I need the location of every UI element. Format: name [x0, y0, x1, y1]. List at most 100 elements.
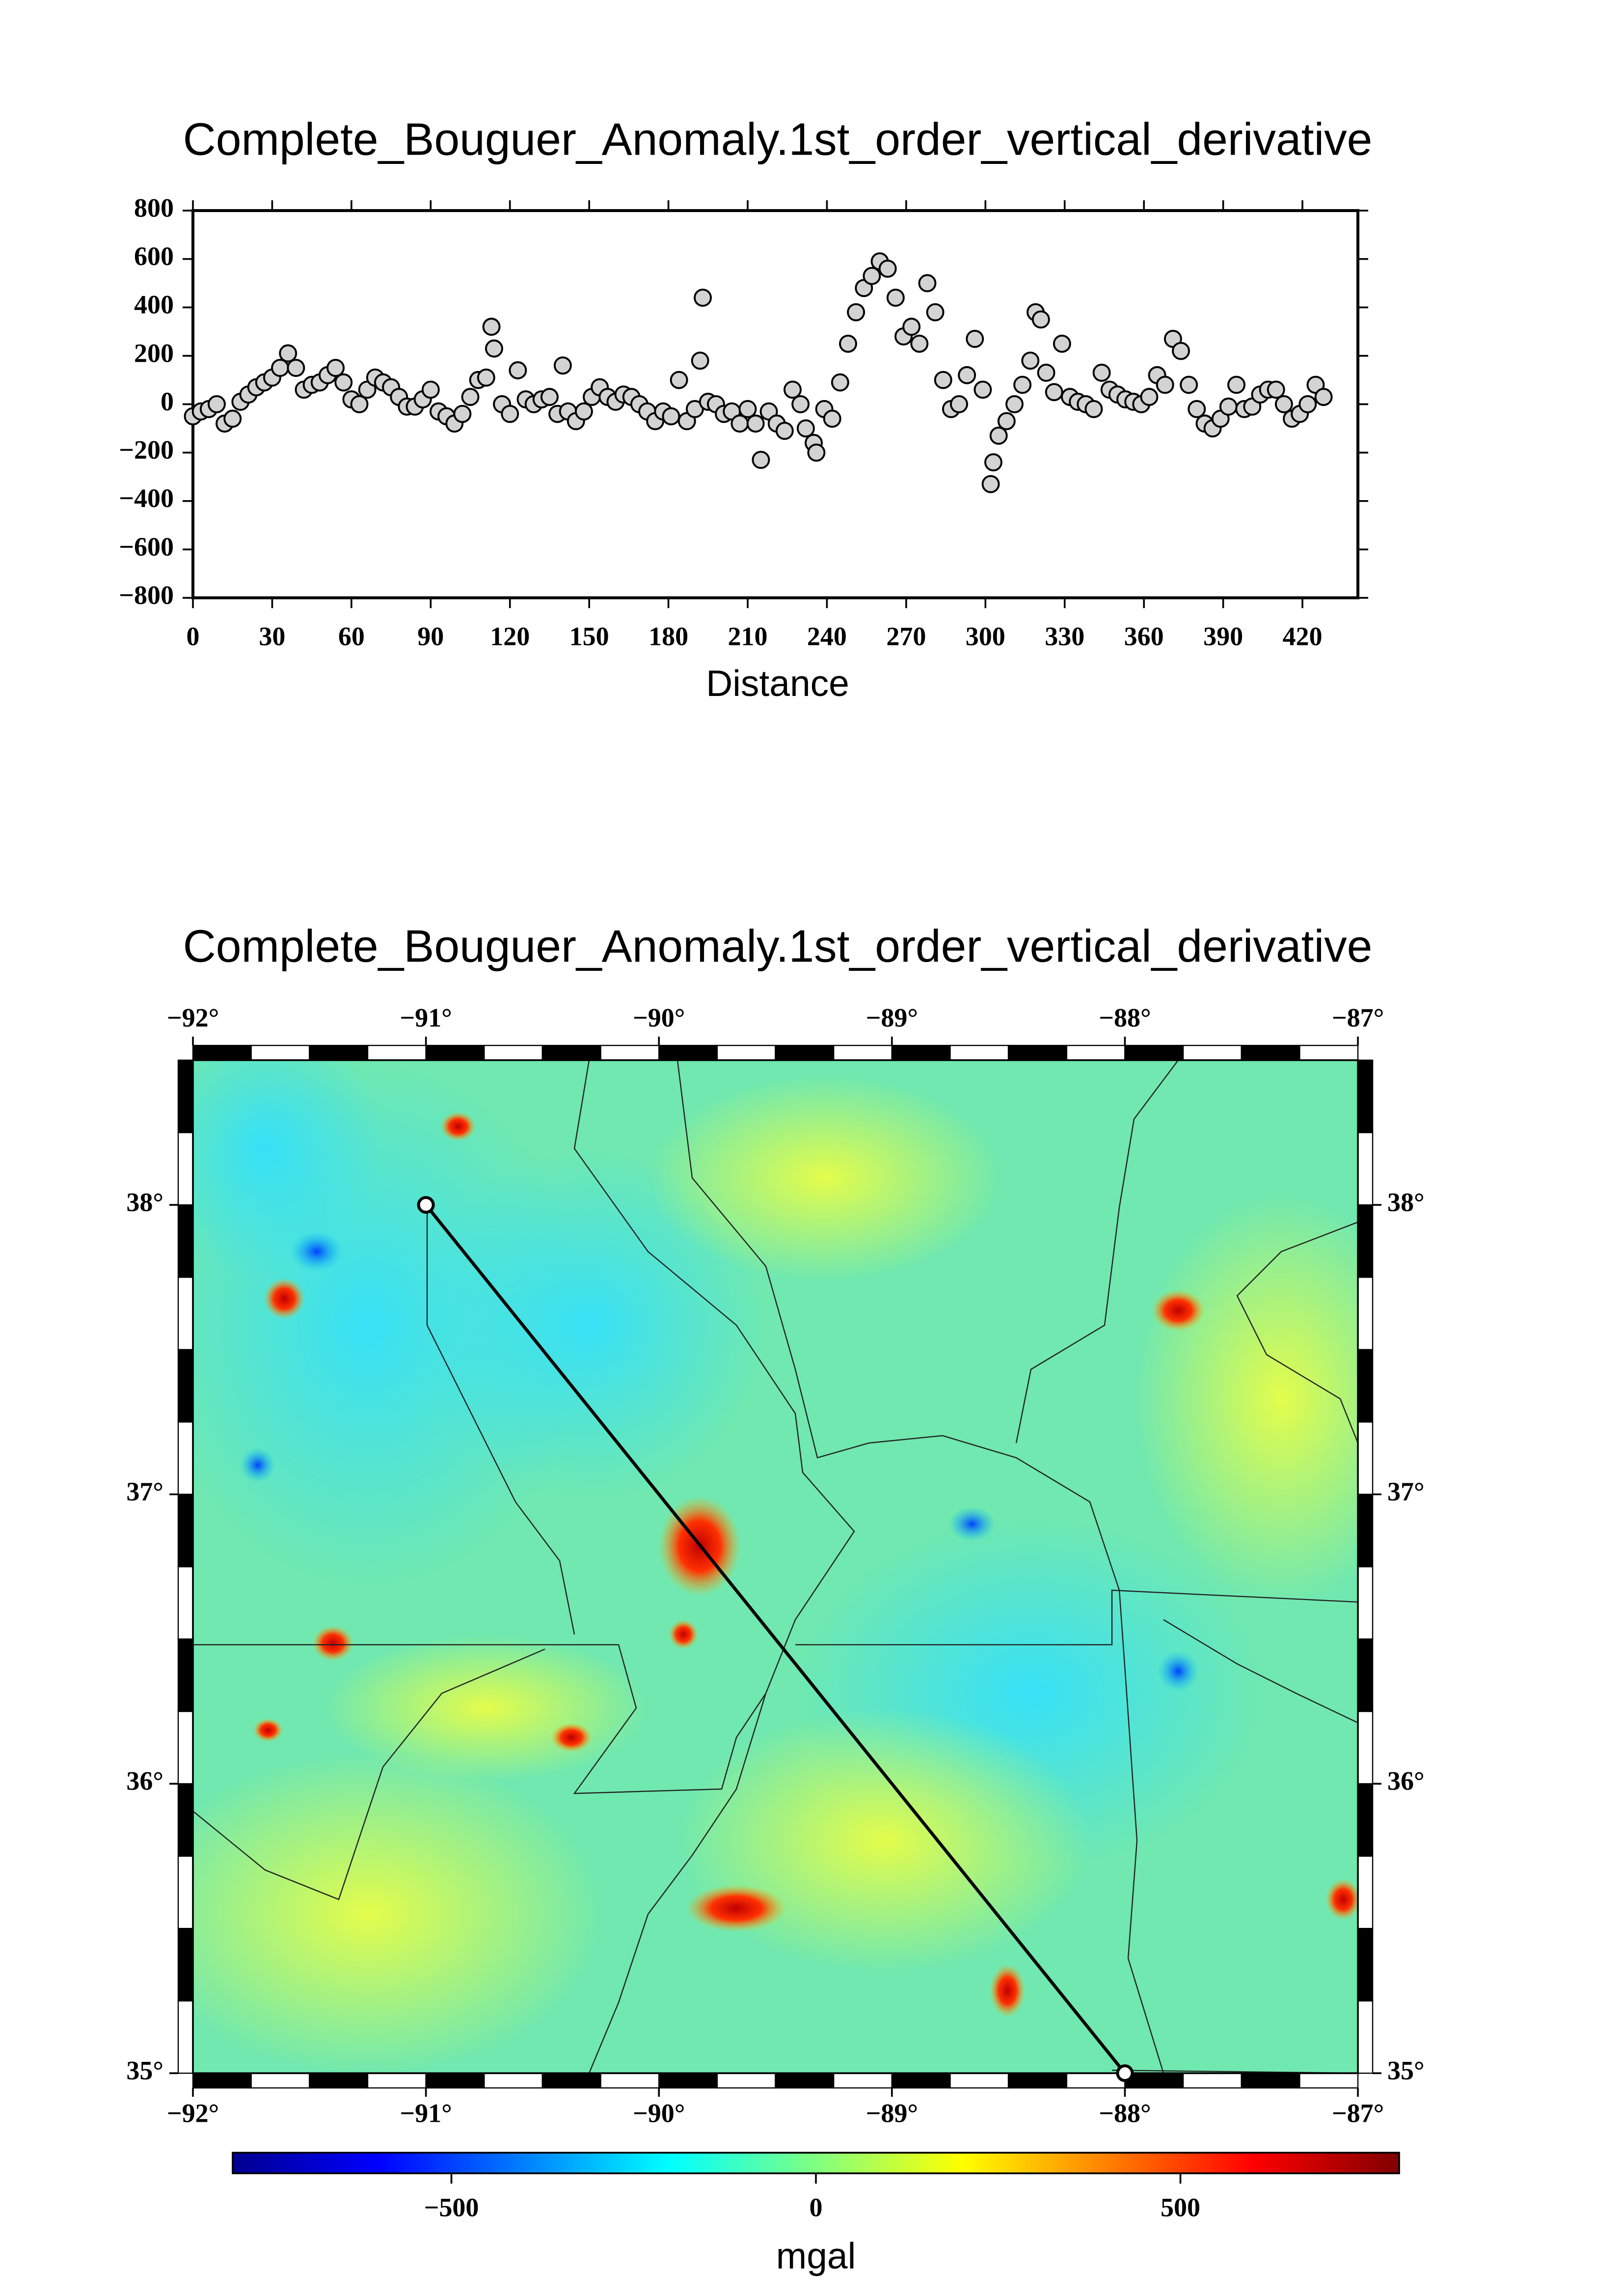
point: [752, 451, 770, 469]
x-tick-label: 60: [338, 621, 365, 651]
point: [1227, 375, 1245, 394]
frame-check: [177, 1421, 194, 1495]
point: [1156, 375, 1174, 394]
y-tick-label: 36°: [1387, 1766, 1425, 1796]
frame-check: [425, 2072, 485, 2089]
x-tick-label: −89°: [866, 2098, 918, 2128]
point: [477, 368, 495, 387]
frame-check: [250, 1044, 310, 1061]
x-tick-label: 360: [1124, 621, 1164, 651]
frame-check: [541, 2072, 601, 2089]
point: [1013, 375, 1032, 394]
point: [791, 395, 810, 413]
point: [1188, 400, 1206, 418]
y-tick-label: 200: [134, 338, 174, 368]
x-tick-label: 120: [490, 621, 530, 651]
colorbar-tick-label: 0: [810, 2192, 823, 2222]
frame-check: [949, 2072, 1009, 2089]
frame-check: [367, 1044, 427, 1061]
frame-check: [716, 2072, 776, 2089]
y-tick-label: 37°: [126, 1477, 163, 1506]
frame-check: [309, 1044, 369, 1061]
point: [662, 407, 680, 426]
point: [1031, 310, 1050, 329]
point: [334, 373, 353, 392]
x-tick-label: −88°: [1099, 2098, 1151, 2128]
point: [984, 453, 1002, 472]
point: [981, 475, 1000, 493]
frame-check: [177, 1277, 194, 1350]
frame-check: [177, 1349, 194, 1423]
frame-check: [484, 1044, 543, 1061]
frame-check: [177, 1855, 194, 1929]
frame-check: [1124, 1044, 1184, 1061]
frame-check: [1299, 2072, 1359, 2089]
frame-check: [891, 1044, 951, 1061]
point: [910, 334, 929, 353]
point: [989, 427, 1008, 445]
frame-check: [1357, 1421, 1374, 1495]
frame-check: [177, 1566, 194, 1640]
y-tick-label: 36°: [126, 1766, 163, 1796]
frame-check: [833, 1044, 893, 1061]
profile-end: [417, 1196, 435, 1214]
y-tick-label: −800: [119, 580, 174, 610]
colorbar: [232, 2152, 1400, 2174]
frame-check: [1357, 1566, 1374, 1640]
x-tick-label: 30: [259, 621, 285, 651]
frame-check: [1357, 1204, 1374, 1278]
frame-check: [1357, 2000, 1374, 2074]
x-tick-label: 330: [1045, 621, 1084, 651]
point: [1172, 342, 1190, 360]
x-tick-label: −92°: [167, 2098, 219, 2128]
y-tick-label: 35°: [1387, 2056, 1425, 2085]
frame-check: [1066, 2072, 1126, 2089]
frame-check: [1299, 1044, 1359, 1061]
y-tick-label: 37°: [1387, 1477, 1425, 1506]
point: [847, 303, 866, 321]
y-tick-label: −600: [119, 532, 174, 561]
frame-check: [192, 1044, 252, 1061]
point: [1053, 334, 1071, 353]
frame-check: [177, 1204, 194, 1278]
frame-check: [775, 2072, 835, 2089]
frame-check: [1357, 1638, 1374, 1712]
point: [1219, 398, 1238, 416]
x-tick-label: −89°: [866, 1003, 918, 1032]
x-tick-label: −91°: [400, 2098, 452, 2128]
point: [207, 395, 226, 413]
point: [926, 303, 945, 321]
frame-check: [541, 1044, 601, 1061]
frame-check: [177, 1059, 194, 1133]
colorbar-tick-label: 500: [1161, 2192, 1200, 2222]
x-tick-label: 180: [649, 621, 688, 651]
frame-check: [367, 2072, 427, 2089]
frame-check: [177, 1494, 194, 1568]
point: [279, 344, 298, 363]
frame-check: [1357, 1059, 1374, 1133]
x-tick-label: 240: [807, 621, 847, 651]
y-tick-label: 400: [134, 290, 174, 320]
point: [775, 422, 794, 440]
point: [918, 274, 937, 293]
y-tick-label: 600: [134, 241, 174, 271]
x-tick-label: 390: [1203, 621, 1243, 651]
frame-check: [1357, 1349, 1374, 1423]
x-tick-label: 90: [417, 621, 444, 651]
point: [482, 318, 501, 336]
frame-check: [1007, 2072, 1067, 2089]
point: [1274, 395, 1293, 413]
point: [886, 289, 905, 307]
point: [453, 404, 472, 423]
point: [223, 409, 242, 428]
x-tick-label: 270: [886, 621, 926, 651]
x-tick-label: 0: [187, 621, 200, 651]
point: [966, 329, 984, 348]
y-tick-label: −200: [119, 435, 174, 465]
frame-check: [309, 2072, 369, 2089]
x-tick-label: 420: [1283, 621, 1323, 651]
point: [509, 361, 527, 379]
heatmap: [193, 1060, 1358, 2074]
point: [823, 409, 841, 428]
point: [1021, 351, 1040, 370]
